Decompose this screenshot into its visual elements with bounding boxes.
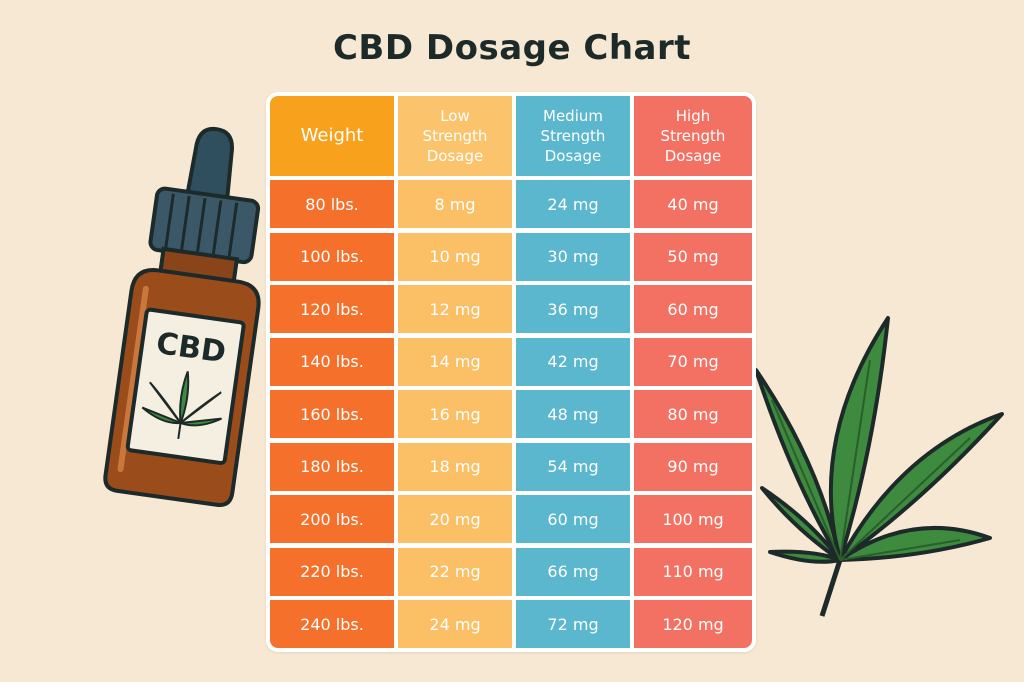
table-cell-low: 20 mg xyxy=(398,495,512,543)
table-cell-high: 70 mg xyxy=(634,337,752,386)
table-cell-weight: 120 lbs. xyxy=(270,285,394,333)
table-cell-low: 14 mg xyxy=(398,337,512,386)
table-cell-medium: 66 mg xyxy=(516,547,630,596)
table-cell-low: 22 mg xyxy=(398,547,512,596)
bottle-label-text: CBD xyxy=(154,326,228,370)
table-cell-medium: 36 mg xyxy=(516,285,630,333)
column-header-weight: Weight xyxy=(270,96,394,176)
table-cell-low: 24 mg xyxy=(398,600,512,648)
table-cell-weight: 240 lbs. xyxy=(270,600,394,648)
table-cell-weight: 100 lbs. xyxy=(270,232,394,281)
table-cell-medium: 54 mg xyxy=(516,442,630,491)
table-cell-medium: 30 mg xyxy=(516,232,630,281)
table-cell-medium: 42 mg xyxy=(516,337,630,386)
table-cell-low: 16 mg xyxy=(398,390,512,438)
table-cell-high: 100 mg xyxy=(634,495,752,543)
table-cell-low: 8 mg xyxy=(398,180,512,228)
table-cell-medium: 72 mg xyxy=(516,600,630,648)
table-cell-weight: 200 lbs. xyxy=(270,495,394,543)
column-header-low: Low Strength Dosage xyxy=(398,96,512,176)
table-cell-high: 60 mg xyxy=(634,285,752,333)
column-header-medium: Medium Strength Dosage xyxy=(516,96,630,176)
table-cell-high: 110 mg xyxy=(634,547,752,596)
table-cell-weight: 160 lbs. xyxy=(270,390,394,438)
table-cell-weight: 220 lbs. xyxy=(270,547,394,596)
table-cell-high: 50 mg xyxy=(634,232,752,281)
table-cell-weight: 80 lbs. xyxy=(270,180,394,228)
table-cell-high: 120 mg xyxy=(634,600,752,648)
table-cell-low: 18 mg xyxy=(398,442,512,491)
table-cell-low: 10 mg xyxy=(398,232,512,281)
table-cell-high: 90 mg xyxy=(634,442,752,491)
table-cell-medium: 48 mg xyxy=(516,390,630,438)
table-cell-high: 40 mg xyxy=(634,180,752,228)
table-cell-high: 80 mg xyxy=(634,390,752,438)
table-cell-medium: 24 mg xyxy=(516,180,630,228)
table-cell-weight: 180 lbs. xyxy=(270,442,394,491)
table-cell-low: 12 mg xyxy=(398,285,512,333)
chart-title: CBD Dosage Chart xyxy=(332,28,692,68)
column-header-high: High Strength Dosage xyxy=(634,96,752,176)
table-cell-weight: 140 lbs. xyxy=(270,337,394,386)
table-cell-medium: 60 mg xyxy=(516,495,630,543)
dosage-table: Weight Low Strength Dosage Medium Strength… xyxy=(266,92,756,652)
